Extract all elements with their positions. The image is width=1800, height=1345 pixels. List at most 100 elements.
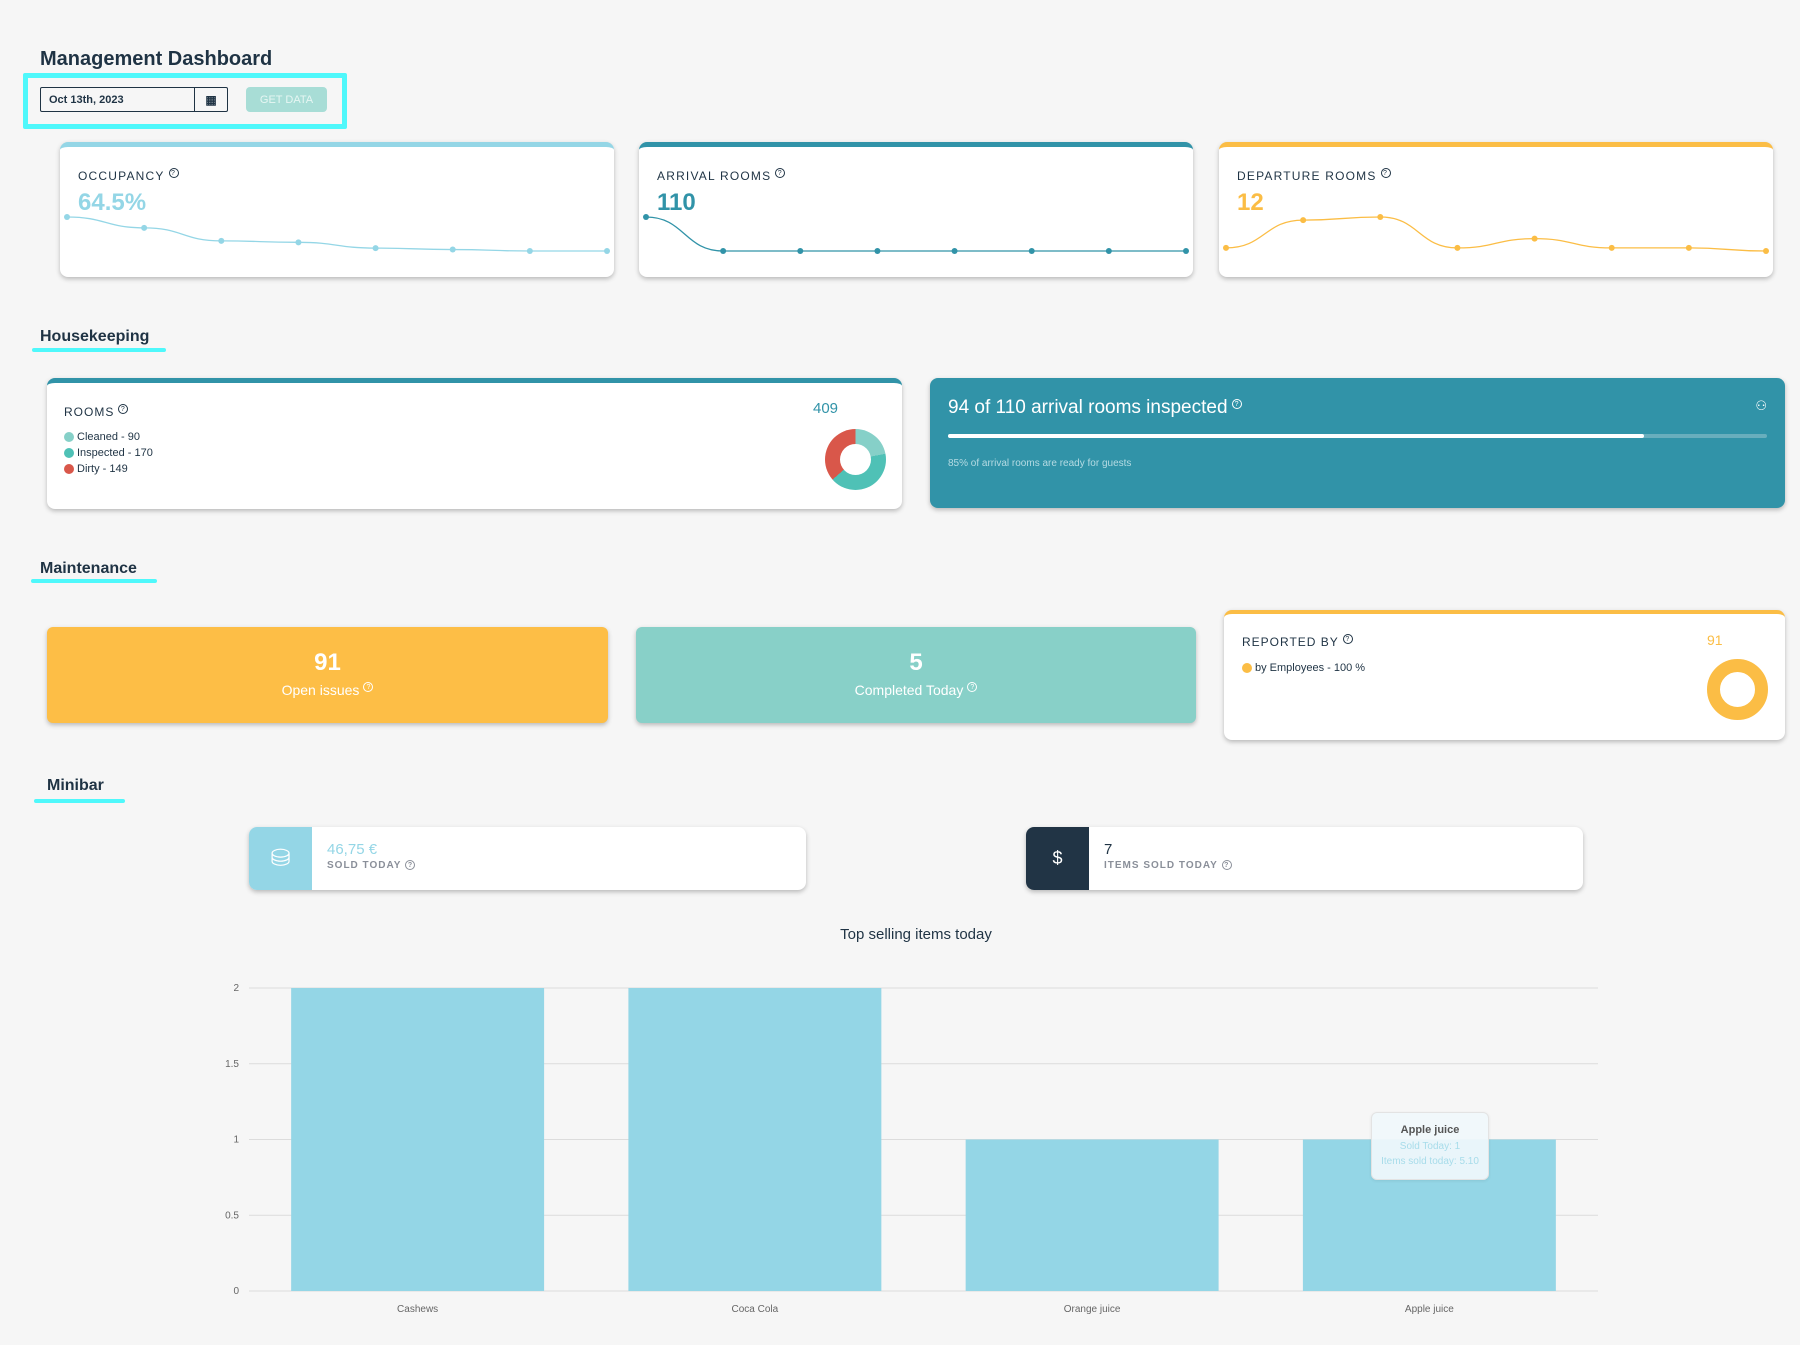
help-icon[interactable]: ? — [363, 682, 374, 693]
inspection-card: 94 of 110 arrival rooms inspected? ⚇ 85%… — [930, 378, 1785, 508]
items-sold-label: ITEMS SOLD TODAY — [1104, 860, 1218, 871]
reported-by-label: REPORTED BY — [1242, 635, 1339, 649]
rooms-card: ROOMS? Cleaned - 90 Inspected - 170 Dirt… — [47, 378, 902, 509]
kpi-label: ARRIVAL ROOMS — [657, 169, 772, 183]
help-icon[interactable]: ? — [1231, 398, 1242, 409]
sparkline-point — [449, 246, 456, 253]
sold-today-card: ⛁ 46,75 € SOLD TODAY? — [249, 827, 806, 890]
coins-icon: ⛁ — [249, 827, 312, 890]
help-icon[interactable]: ? — [967, 682, 978, 693]
inspection-title: 94 of 110 arrival rooms inspected — [948, 397, 1228, 418]
y-tick-label: 1.5 — [225, 1059, 239, 1070]
completed-today-card[interactable]: 5 Completed Today? — [636, 627, 1196, 723]
y-tick-label: 0 — [233, 1286, 239, 1297]
heading-underline — [31, 579, 157, 583]
sparkline — [1223, 214, 1769, 254]
x-tick-label: Apple juice — [1405, 1304, 1454, 1315]
reported-total: 91 — [1707, 632, 1723, 648]
arrival-rooms-card: ARRIVAL ROOMS? 110 — [639, 142, 1193, 277]
legend-dot — [64, 448, 74, 458]
kpi-label: OCCUPANCY — [78, 169, 165, 183]
bar[interactable] — [291, 988, 545, 1291]
heading-underline — [32, 348, 166, 352]
calendar-icon[interactable]: ▦ — [194, 88, 227, 111]
sparkline-point — [1300, 217, 1307, 224]
help-icon[interactable]: ? — [775, 168, 786, 178]
help-icon[interactable]: ? — [1380, 168, 1391, 178]
minibar-heading: Minibar — [47, 777, 104, 794]
sparkline-point — [797, 248, 804, 254]
open-issues-value: 91 — [314, 649, 341, 676]
x-tick-label: Coca Cola — [732, 1304, 779, 1315]
sold-today-value: 46,75 € — [327, 841, 378, 858]
sparkline-point — [1685, 244, 1692, 251]
sparkline-point — [1183, 248, 1189, 254]
page-title: Management Dashboard — [40, 48, 273, 70]
kpi-label: DEPARTURE ROOMS — [1237, 169, 1377, 183]
help-icon[interactable]: ? — [1342, 634, 1353, 644]
sparkline-point — [1454, 244, 1461, 251]
sparkline-point — [1531, 235, 1538, 242]
y-tick-label: 2 — [233, 983, 239, 994]
kpi-value: 12 — [1237, 189, 1264, 216]
sparkline-point — [526, 248, 533, 254]
reported-legend: by Employees - 100 % — [1242, 662, 1365, 678]
rooms-legend: Cleaned - 90 Inspected - 170 Dirty - 149 — [64, 431, 153, 479]
legend-dot — [1242, 663, 1252, 673]
sparkline — [64, 214, 610, 254]
sparkline — [643, 214, 1189, 254]
bar[interactable] — [628, 988, 882, 1291]
sold-today-label: SOLD TODAY — [327, 860, 402, 871]
sparkline-point — [951, 248, 958, 254]
hand-dollar-icon: $ — [1026, 827, 1089, 890]
sparkline-point — [218, 237, 225, 244]
inspection-progress-bar — [948, 434, 1767, 438]
sparkline-point — [720, 248, 727, 254]
sparkline-point — [1028, 248, 1035, 254]
date-picker[interactable]: Oct 13th, 2023 ▦ — [40, 87, 228, 112]
get-data-button[interactable]: GET DATA — [246, 87, 327, 112]
chart-title: Top selling items today — [840, 926, 992, 943]
heading-underline — [34, 799, 125, 803]
help-icon[interactable]: ? — [168, 168, 179, 178]
completed-label: Completed Today — [854, 682, 964, 698]
kpi-value: 64.5% — [78, 189, 147, 216]
user-icon: ⚇ — [1755, 398, 1767, 413]
rooms-label: ROOMS — [64, 405, 115, 419]
sparkline-point — [141, 224, 148, 231]
items-sold-value: 7 — [1104, 841, 1113, 858]
items-sold-card: $ 7 ITEMS SOLD TODAY? — [1026, 827, 1583, 890]
x-tick-label: Orange juice — [1064, 1304, 1121, 1315]
help-icon[interactable]: ? — [118, 404, 129, 414]
y-tick-label: 1 — [233, 1135, 239, 1146]
maintenance-heading: Maintenance — [40, 560, 137, 577]
legend-item: Cleaned - 90 — [64, 431, 153, 443]
open-issues-label: Open issues — [281, 682, 360, 698]
occupancy-card: OCCUPANCY? 64.5% — [60, 142, 614, 277]
sparkline-point — [64, 214, 70, 220]
completed-value: 5 — [909, 649, 923, 676]
x-tick-label: Cashews — [397, 1304, 438, 1315]
open-issues-card[interactable]: 91 Open issues? — [47, 627, 608, 723]
departure-rooms-card: DEPARTURE ROOMS? 12 — [1219, 142, 1773, 277]
sparkline-point — [1608, 244, 1615, 251]
sparkline-point — [1105, 248, 1112, 254]
reported-by-card: REPORTED BY? by Employees - 100 % 91 — [1224, 610, 1785, 740]
chart-tooltip: Apple juice Sold Today: 1 Items sold tod… — [1371, 1112, 1489, 1180]
inspection-subtitle: 85% of arrival rooms are ready for guest… — [948, 458, 1132, 469]
legend-item: Dirty - 149 — [64, 463, 153, 475]
sparkline-point — [643, 214, 649, 220]
sparkline-path — [66, 216, 607, 252]
help-icon[interactable]: ? — [1221, 860, 1232, 871]
sparkline-point — [874, 248, 881, 254]
bar[interactable] — [965, 1139, 1219, 1292]
date-input[interactable]: Oct 13th, 2023 — [49, 93, 124, 106]
housekeeping-heading: Housekeeping — [40, 328, 150, 345]
help-icon[interactable]: ? — [405, 860, 416, 871]
sparkline-point — [372, 245, 379, 252]
sparkline-point — [1763, 248, 1769, 254]
rooms-total: 409 — [813, 400, 839, 417]
legend-dot — [64, 432, 74, 442]
legend-item: by Employees - 100 % — [1242, 662, 1365, 674]
